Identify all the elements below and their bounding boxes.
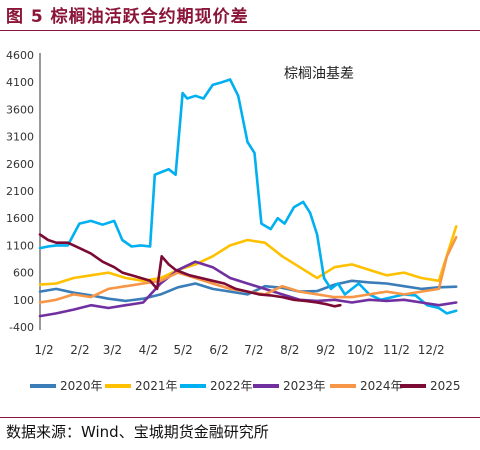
y-tick-labels: -400 100 600 1100 1600 2100 2600 3100 3600 4100 46… <box>6 49 34 334</box>
title-divider <box>0 30 480 31</box>
y-tick-label: 2100 <box>6 185 34 198</box>
x-tick-label: 2/2 <box>70 343 89 357</box>
y-tick-label: 2600 <box>6 158 34 171</box>
x-tick-label: 3/2 <box>103 343 122 357</box>
legend-label: 2022年 <box>210 379 253 393</box>
x-tick-label: 11/2 <box>383 343 410 357</box>
y-tick-label: -400 <box>9 321 34 334</box>
x-tick-label: 4/2 <box>139 343 158 357</box>
legend-label: 2023年 <box>283 379 326 393</box>
legend-label: 2020年 <box>60 379 103 393</box>
series-line-2020年 <box>38 279 458 303</box>
y-tick-label: 3600 <box>6 103 34 116</box>
y-tick-label: 600 <box>13 267 34 280</box>
series-line-2021年 <box>38 225 458 286</box>
series-line-2023年 <box>38 260 458 318</box>
legend-label: 2025 <box>430 379 461 393</box>
source-note: 数据来源：Wind、宝城期货金融研究所 <box>6 423 269 441</box>
legend-label: 2024年 <box>360 379 403 393</box>
x-tick-label: 12/2 <box>418 343 445 357</box>
basis-line-chart: 棕榈油基差 -400 100 600 1100 1600 2100 2600 3100 3600… <box>6 49 461 393</box>
source-divider <box>0 417 480 418</box>
y-tick-label: 4600 <box>6 49 34 62</box>
x-tick-label: 7/2 <box>244 343 263 357</box>
x-tick-label: 6/2 <box>209 343 228 357</box>
figure-title: 图 5 棕榈油活跃合约期现价差 <box>6 7 249 27</box>
series-lines <box>38 78 458 318</box>
y-tick-label: 4100 <box>6 76 34 89</box>
y-tick-label: 1100 <box>6 239 34 252</box>
x-tick-label: 10/2 <box>347 343 374 357</box>
legend: 2020年 2021年 2022年 2023年 2024年 2025 <box>30 379 461 393</box>
y-tick-label: 100 <box>13 294 34 307</box>
x-tick-label: 8/2 <box>280 343 299 357</box>
legend-label: 2021年 <box>135 379 178 393</box>
series-line-2022年 <box>38 78 458 315</box>
x-tick-label: 5/2 <box>173 343 192 357</box>
chart-title: 棕榈油基差 <box>284 65 354 82</box>
y-tick-label: 1600 <box>6 212 34 225</box>
x-tick-label: 9/2 <box>316 343 335 357</box>
x-tick-labels: 1/2 2/2 3/2 4/2 5/2 6/2 7/2 8/2 9/2 10/2 11/2 12/2 <box>34 343 444 357</box>
y-tick-label: 3100 <box>6 131 34 144</box>
series-line-2025 <box>38 233 342 308</box>
x-tick-label: 1/2 <box>34 343 53 357</box>
